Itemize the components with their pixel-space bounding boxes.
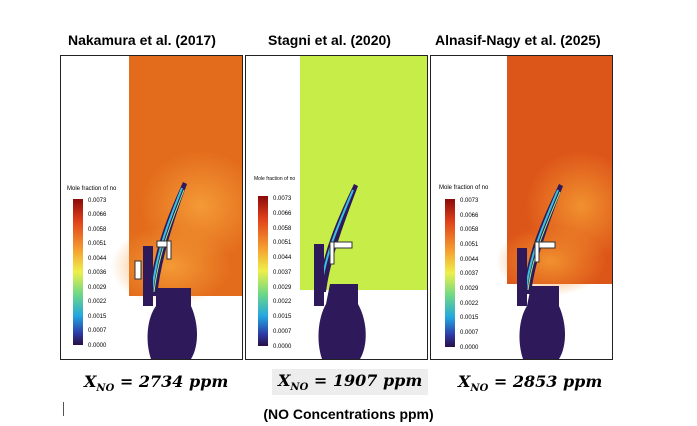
tick: 0.0058 xyxy=(88,227,107,233)
tick: 0.0022 xyxy=(273,299,292,305)
tick: 0.0037 xyxy=(460,271,479,277)
burner-body xyxy=(318,284,366,359)
contour-panel-2: Mole fraction of no 0.0073 0.0066 0.0058… xyxy=(245,55,428,360)
figure-caption: (NO Concentrations ppm) xyxy=(263,406,434,422)
tick: 0.0015 xyxy=(273,314,292,320)
flame-jet xyxy=(318,184,358,292)
tick: 0.0051 xyxy=(88,241,107,247)
tick: 0.0007 xyxy=(273,329,292,335)
flame-jet xyxy=(523,184,563,294)
tick: 0.0007 xyxy=(88,328,107,334)
colorbar-ticks-2: 0.0073 0.0066 0.0058 0.0051 0.0044 0.003… xyxy=(273,196,292,350)
tick: 0.0073 xyxy=(88,198,107,204)
colorbar-label-1: Mole fraction of no xyxy=(67,186,117,192)
tick: 0.0066 xyxy=(273,211,292,217)
tick: 0.0000 xyxy=(273,344,292,350)
tick: 0.0058 xyxy=(273,226,292,232)
tick: 0.0015 xyxy=(460,315,479,321)
conc-subscript: NO xyxy=(96,383,115,395)
tick: 0.0051 xyxy=(460,242,479,248)
tick: 0.0044 xyxy=(460,257,479,263)
tick: 0.0022 xyxy=(88,299,107,305)
panel-title-2: Stagni et al. (2020) xyxy=(268,32,391,48)
tick: 0.0044 xyxy=(88,256,107,262)
tick: 0.0036 xyxy=(88,270,107,276)
contour-panel-1: Mole fraction of no 0.0073 0.0066 0.0058… xyxy=(60,55,243,360)
conc-subscript: NO xyxy=(290,382,309,394)
colorbar-2 xyxy=(258,196,268,346)
tick: 0.0029 xyxy=(460,286,479,292)
tick: 0.0022 xyxy=(460,301,479,307)
conc-symbol: X xyxy=(278,371,291,390)
tick: 0.0029 xyxy=(88,285,107,291)
tick: 0.0000 xyxy=(460,345,479,351)
colorbar-label-3: Mole fraction of no xyxy=(439,185,489,191)
tick: 0.0066 xyxy=(460,213,479,219)
tick: 0.0058 xyxy=(460,227,479,233)
colorbar-label-2: Mole fraction of no xyxy=(254,176,295,182)
conc-value: = 1907 ppm xyxy=(313,371,423,390)
panel-title-3: Alnasif-Nagy et al. (2025) xyxy=(435,32,601,48)
concentration-1: XNO = 2734 ppm xyxy=(84,372,228,394)
conc-symbol: X xyxy=(84,372,97,391)
conc-value: = 2734 ppm xyxy=(119,372,229,391)
colorbar-ticks-1: 0.0073 0.0066 0.0058 0.0051 0.0044 0.003… xyxy=(88,198,107,349)
tick: 0.0073 xyxy=(273,196,292,202)
tick: 0.0044 xyxy=(273,255,292,261)
colorbar-1 xyxy=(73,199,83,345)
colorbar-3 xyxy=(445,199,455,347)
contour-panel-3: Mole fraction of no 0.0073 0.0066 0.0058… xyxy=(430,55,613,360)
tick: 0.0029 xyxy=(273,285,292,291)
tick: 0.0037 xyxy=(273,270,292,276)
tick: 0.0007 xyxy=(460,330,479,336)
conc-subscript: NO xyxy=(470,383,489,395)
tick: 0.0073 xyxy=(460,198,479,204)
tick: 0.0051 xyxy=(273,240,292,246)
concentration-2: XNO = 1907 ppm xyxy=(272,369,429,396)
concentration-3: XNO = 2853 ppm xyxy=(458,372,602,394)
burner-body xyxy=(519,286,565,359)
burner-body xyxy=(147,288,197,359)
panel-title-1: Nakamura et al. (2017) xyxy=(68,32,216,48)
tick: 0.0015 xyxy=(88,314,107,320)
tick: 0.0066 xyxy=(88,212,107,218)
conc-value: = 2853 ppm xyxy=(493,372,603,391)
colorbar-ticks-3: 0.0073 0.0066 0.0058 0.0051 0.0044 0.003… xyxy=(460,198,479,351)
conc-symbol: X xyxy=(458,372,471,391)
tick: 0.0000 xyxy=(88,343,107,349)
text-cursor xyxy=(63,402,64,416)
